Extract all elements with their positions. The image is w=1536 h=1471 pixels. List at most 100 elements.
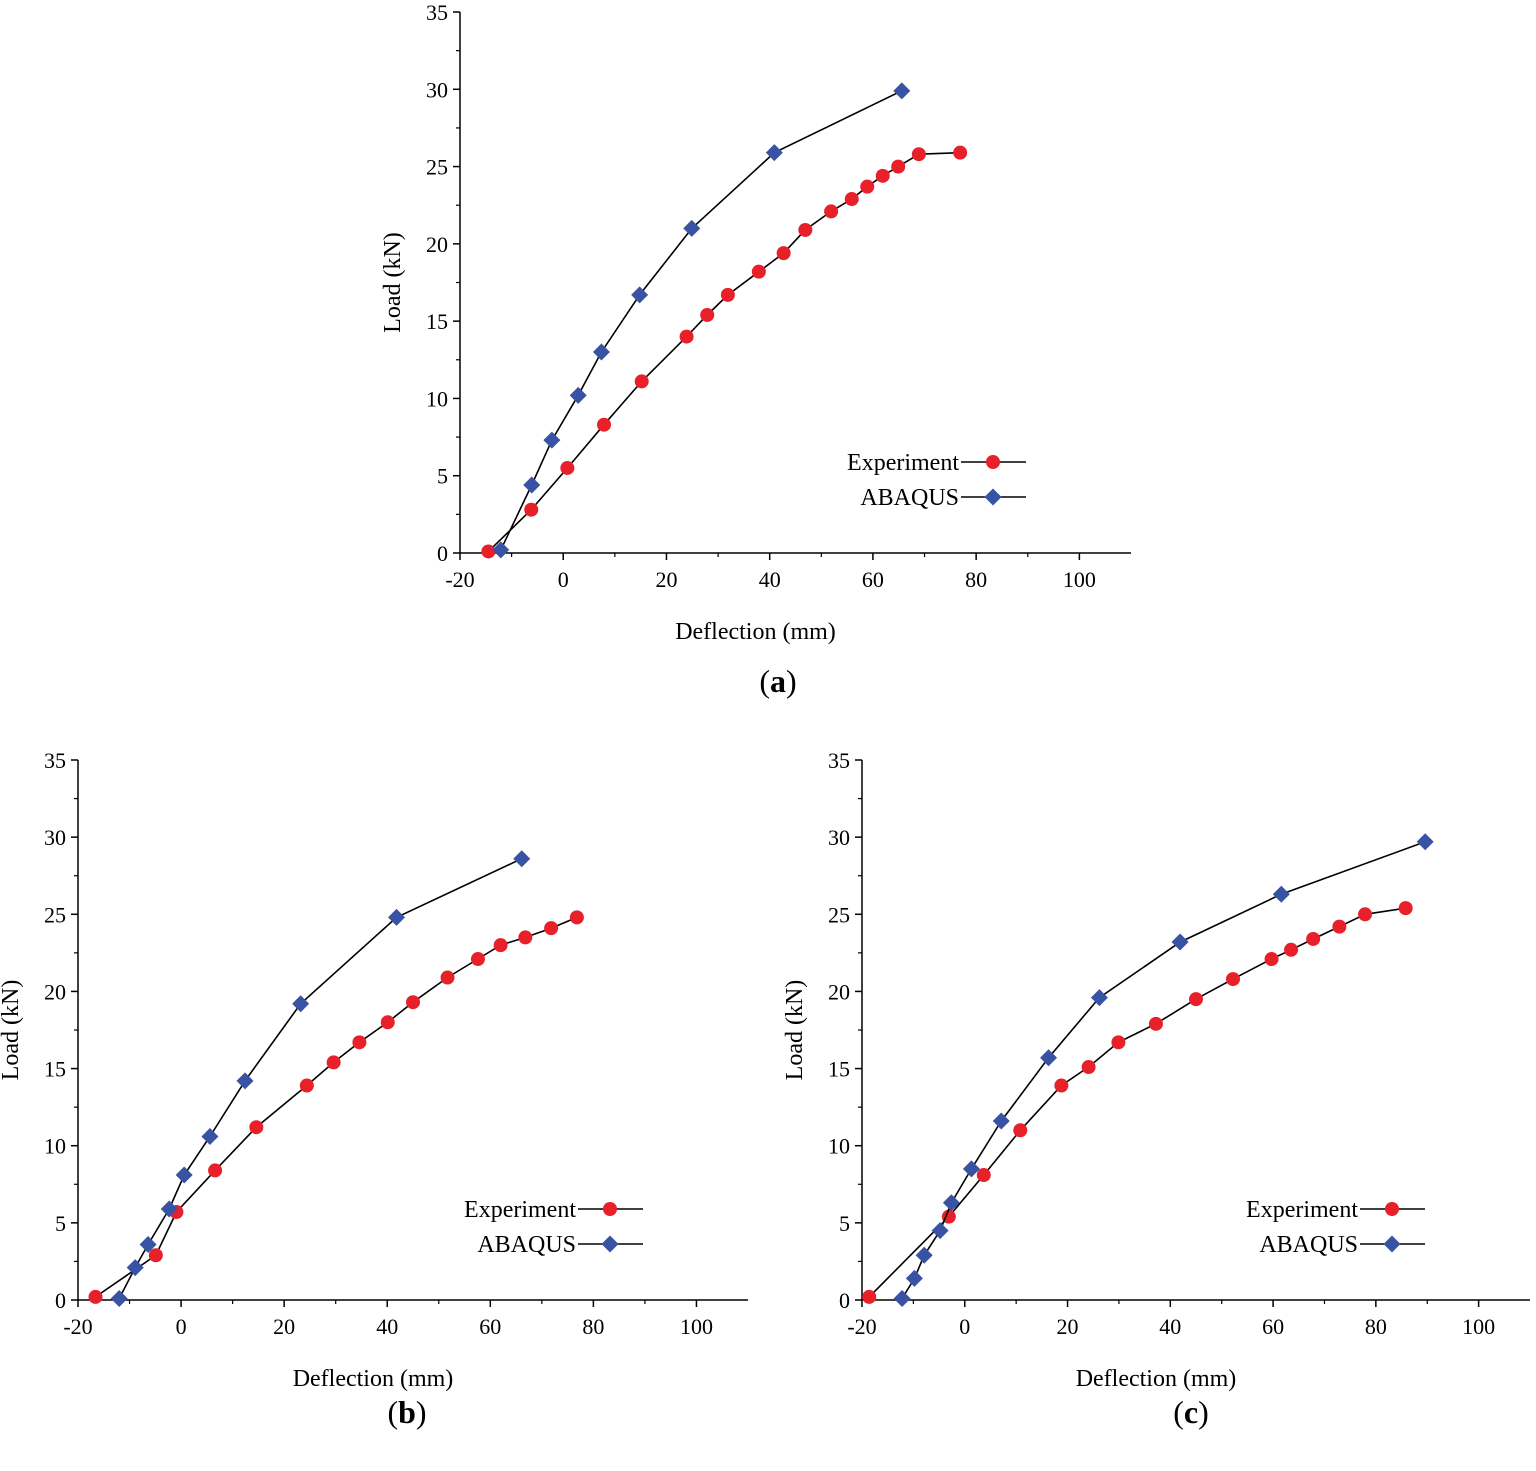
abaqus-point [292, 995, 310, 1013]
experiment-point [700, 307, 715, 322]
experiment-point [481, 544, 496, 559]
y-tick-label: 0 [839, 1288, 850, 1313]
y-tick-label: 5 [437, 464, 448, 489]
experiment-point [798, 222, 813, 237]
experiment-point [860, 179, 875, 194]
experiment-point [493, 938, 508, 953]
y-axis-title: Load (kN) [0, 980, 24, 1081]
x-tick-label: 60 [862, 567, 884, 592]
chart-panel-c: -20 0 20 40 60 80 10005101520253035Deflection … [782, 748, 1530, 1430]
abaqus-point [492, 541, 510, 559]
experiment-point [1081, 1060, 1096, 1075]
y-tick-label: 25 [44, 902, 66, 927]
experiment-point [249, 1120, 264, 1135]
experiment-point [953, 145, 968, 160]
experiment-point [560, 460, 575, 475]
experiment-point [1306, 931, 1321, 946]
abaqus-line [901, 841, 1426, 1299]
abaqus-point [160, 1200, 178, 1218]
x-tick-label: 20 [1057, 1314, 1079, 1339]
x-tick-label: 60 [1262, 1314, 1284, 1339]
y-tick-label: 30 [426, 77, 448, 102]
abaqus-point [523, 476, 541, 494]
x-tick-label: -20 [63, 1314, 92, 1339]
legend-label-experiment: Experiment [464, 1197, 576, 1223]
y-tick-label: 5 [55, 1211, 66, 1236]
experiment-point [751, 264, 766, 279]
experiment-point [875, 168, 890, 183]
abaqus-point [915, 1246, 933, 1264]
experiment-point [440, 970, 455, 985]
abaqus-point [1272, 885, 1290, 903]
y-tick-label: 10 [44, 1134, 66, 1159]
experiment-point [569, 910, 584, 925]
legend-marker-abaqus [601, 1235, 619, 1253]
experiment-point [1332, 919, 1347, 934]
abaqus-point [683, 219, 701, 237]
abaqus-point [765, 144, 783, 162]
experiment-point [776, 246, 791, 261]
abaqus-point [236, 1072, 254, 1090]
experiment-point [518, 930, 533, 945]
legend-label-abaqus: ABAQUS [860, 485, 959, 511]
experiment-point [824, 204, 839, 219]
x-axis-title: Deflection (mm) [1076, 1366, 1237, 1392]
abaqus-point [992, 1112, 1010, 1130]
y-tick-label: 35 [426, 0, 448, 25]
experiment-point [720, 287, 735, 302]
experiment-point [862, 1289, 877, 1304]
y-tick-label: 15 [828, 1057, 850, 1082]
caption-letter: c [1184, 1394, 1198, 1430]
experiment-point [148, 1248, 163, 1263]
experiment-point [470, 952, 485, 967]
abaqus-point [543, 431, 561, 449]
caption-letter: a [770, 663, 786, 699]
experiment-point [1225, 972, 1240, 987]
abaqus-point [592, 343, 610, 361]
experiment-point [1013, 1123, 1028, 1138]
x-tick-label: 100 [1462, 1314, 1495, 1339]
y-tick-label: 0 [437, 541, 448, 566]
experiment-point [544, 921, 559, 936]
experiment-point [597, 417, 612, 432]
abaqus-point [201, 1127, 219, 1145]
experiment-point [326, 1055, 341, 1070]
y-tick-label: 10 [426, 386, 448, 411]
y-tick-label: 20 [828, 979, 850, 1004]
abaqus-point [631, 286, 649, 304]
experiment-point [1054, 1078, 1069, 1093]
x-tick-label: 80 [1365, 1314, 1387, 1339]
x-tick-label: 0 [959, 1314, 970, 1339]
chart-panel-a: -20 0 20 40 60 80 10005101520253035Deflection … [380, 0, 1131, 699]
panel-caption: (c) [1173, 1394, 1209, 1430]
y-tick-label: 10 [828, 1134, 850, 1159]
abaqus-point [139, 1235, 157, 1253]
panel-caption: (a) [759, 663, 796, 699]
x-tick-label: 80 [965, 567, 987, 592]
experiment-point [1189, 992, 1203, 1007]
experiment-point [891, 159, 906, 174]
y-tick-label: 30 [44, 825, 66, 850]
legend-marker-abaqus [984, 488, 1002, 506]
y-tick-label: 35 [44, 748, 66, 773]
abaqus-point [962, 1160, 980, 1178]
abaqus-point [1171, 933, 1189, 951]
x-tick-label: 40 [759, 567, 781, 592]
experiment-point [844, 192, 859, 207]
experiment-point [1398, 901, 1413, 916]
x-tick-label: 0 [558, 567, 569, 592]
experiment-point [380, 1015, 395, 1030]
x-tick-label: -20 [445, 567, 474, 592]
experiment-point [352, 1035, 367, 1050]
experiment-point [406, 995, 420, 1010]
y-tick-label: 15 [426, 309, 448, 334]
experiment-line [95, 916, 578, 1298]
abaqus-point [175, 1166, 193, 1184]
x-tick-label: 60 [479, 1314, 501, 1339]
legend-marker-experiment [603, 1202, 617, 1216]
y-tick-label: 20 [426, 232, 448, 257]
experiment-point [1358, 907, 1373, 922]
y-tick-label: 25 [828, 902, 850, 927]
experiment-point [1148, 1016, 1163, 1031]
